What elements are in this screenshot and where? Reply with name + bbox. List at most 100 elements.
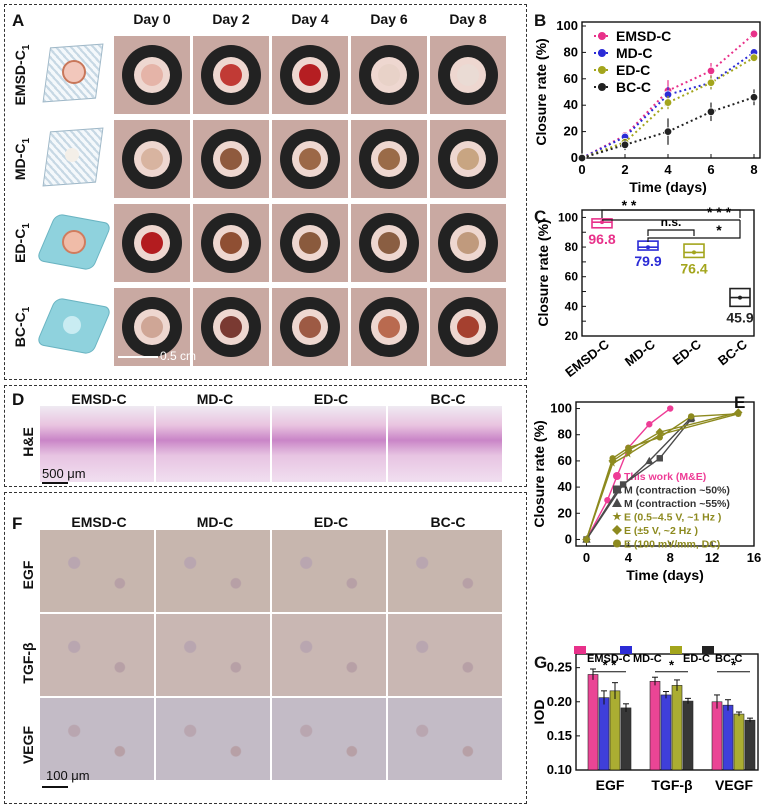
y-tick-label: 20 — [558, 505, 572, 520]
data-point — [735, 410, 742, 417]
y-tick-label: 0.20 — [547, 694, 572, 709]
ihc-image — [272, 698, 386, 780]
value-label: 45.9 — [726, 309, 753, 325]
row-label-text: ED-C — [12, 228, 28, 263]
he-image — [40, 406, 154, 482]
y-tick-label: 40 — [565, 299, 579, 313]
wound-area — [378, 148, 400, 170]
wound-area — [141, 232, 163, 254]
row-label: EMSD-C1 — [12, 40, 32, 110]
x-tick-label: TGF-β — [651, 777, 693, 793]
legend-label: EMSD-C — [616, 28, 671, 44]
panel-d-col-label: EMSD-C — [71, 391, 127, 407]
y-tick-label: 0 — [565, 531, 572, 546]
legend-label: BC-C — [715, 653, 743, 665]
legend-label: M (contraction ~50%) — [624, 485, 730, 497]
x-tick-label: VEGF — [715, 777, 754, 793]
legend-label: MD-C — [616, 45, 653, 61]
data-point — [656, 434, 663, 441]
he-image — [272, 406, 386, 482]
wound-photo — [193, 120, 269, 198]
series-line — [585, 413, 739, 540]
bar — [598, 697, 610, 771]
day-label: Day 4 — [291, 11, 329, 27]
data-point — [656, 455, 663, 462]
wound-photo — [272, 204, 348, 282]
data-point — [604, 496, 611, 504]
data-point — [749, 93, 759, 102]
device-model — [35, 208, 113, 276]
legend-label: M (contraction ~55%) — [624, 498, 730, 510]
wound-photo — [272, 120, 348, 198]
panel-f-row-label: VEGF — [20, 725, 36, 765]
wound-photo — [430, 204, 506, 282]
y-tick-label: 40 — [558, 479, 572, 494]
scale-label-d: 500 μm — [42, 466, 86, 481]
series-line — [581, 51, 755, 159]
he-image — [388, 406, 502, 482]
ihc-image — [156, 698, 270, 780]
y-tick-label: 60 — [558, 453, 572, 468]
panel-d-col-label: MD-C — [196, 391, 234, 407]
wound-area — [457, 232, 479, 254]
plot-frame — [575, 401, 755, 547]
scale-label-a: 0.5 cm — [160, 349, 197, 363]
x-tick-label: 8 — [750, 162, 757, 177]
data-point — [749, 29, 759, 39]
x-axis-label: Time (days) — [629, 179, 707, 195]
panel-d-col-label: BC-C — [430, 391, 466, 407]
row-label-subscript: 1 — [20, 44, 32, 51]
bar — [744, 719, 756, 771]
wound-photo — [114, 36, 190, 114]
wound-photo — [193, 204, 269, 282]
wound-photo — [114, 288, 190, 366]
wound-area — [299, 148, 321, 170]
row-label: ED-C1 — [12, 208, 32, 278]
value-label: 96.8 — [588, 231, 615, 247]
legend-label: ED-C — [616, 62, 650, 78]
series-line — [581, 56, 755, 159]
legend-label: E (±5 V, ~2 Hz ) — [624, 525, 698, 537]
wound-center-icon — [65, 148, 79, 162]
wound-photo — [351, 36, 427, 114]
data-point — [612, 511, 622, 521]
data-point — [706, 78, 716, 87]
panel-f-col-label: BC-C — [430, 514, 466, 530]
scale-label-f: 100 μm — [46, 768, 90, 783]
sig-label: n.s. — [661, 215, 682, 229]
x-tick-label: 4 — [625, 550, 633, 565]
sig-bracket — [647, 220, 741, 242]
box-mean — [692, 250, 696, 255]
x-tick-label: MD-C — [622, 336, 658, 369]
legend-marker — [598, 32, 606, 40]
wound-area — [141, 64, 163, 86]
wound-photo — [351, 288, 427, 366]
data-point — [706, 66, 716, 76]
row-label: MD-C1 — [12, 124, 32, 194]
day-label: Day 6 — [370, 11, 408, 27]
wound-area — [220, 148, 242, 170]
data-point — [663, 127, 673, 136]
panel-f-col-label: ED-C — [313, 514, 349, 530]
wound-area — [141, 148, 163, 170]
scale-bar-a — [118, 356, 158, 358]
device-model — [40, 40, 108, 108]
panel-a-frame — [4, 4, 527, 380]
data-point — [609, 455, 616, 462]
legend-label: ED-C — [683, 653, 710, 665]
wound-area — [220, 232, 242, 254]
y-tick-label: 20 — [565, 329, 579, 343]
y-tick-label: 80 — [564, 44, 578, 59]
data-point — [612, 498, 622, 507]
y-tick-label: 0.10 — [547, 762, 572, 777]
wound-area — [457, 148, 479, 170]
x-axis-label: Time (days) — [626, 567, 704, 583]
ihc-image — [388, 530, 502, 612]
value-label: 76.4 — [680, 260, 707, 276]
bar — [733, 713, 745, 771]
legend-label: EMSD-C — [587, 653, 630, 665]
ihc-image — [272, 530, 386, 612]
chart-e: 0 4 8 12 16 0 20 40 60 80 100 Time (days) Closure ra… — [532, 401, 761, 583]
panel-d-col-label: ED-C — [313, 391, 349, 407]
